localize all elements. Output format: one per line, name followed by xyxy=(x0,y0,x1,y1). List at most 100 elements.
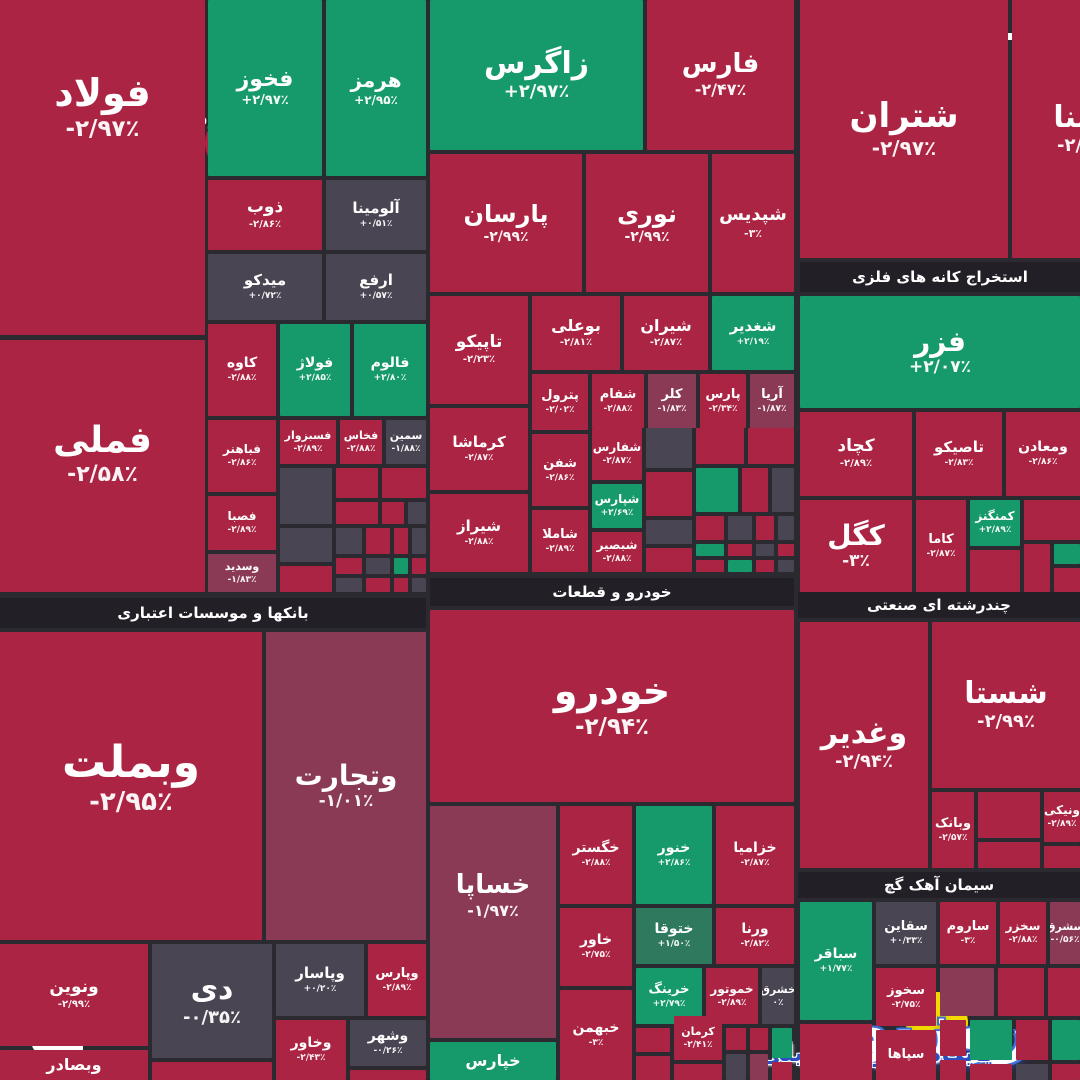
treemap-tile-small[interactable] xyxy=(772,468,794,512)
treemap-tile[interactable]: شستا -۲/۹۹٪ xyxy=(932,622,1080,788)
treemap-tile-small[interactable] xyxy=(366,578,390,592)
treemap-tile[interactable]: شفارس -۲/۸۷٪ xyxy=(592,428,642,480)
treemap-tile-small[interactable] xyxy=(366,558,390,574)
treemap-tile-small[interactable] xyxy=(756,516,774,540)
treemap-tile[interactable]: هرمز +۲/۹۵٪ xyxy=(326,0,426,176)
treemap-tile-small[interactable] xyxy=(336,578,362,592)
treemap-tile[interactable]: شپنا-۲/۹۷٪ xyxy=(1012,0,1080,258)
treemap-tile-small[interactable] xyxy=(1054,568,1080,592)
treemap-tile-small[interactable] xyxy=(728,516,752,540)
treemap-tile[interactable]: شپدیس -۳٪ xyxy=(712,154,794,292)
treemap-tile[interactable]: فالوم +۲/۸۰٪ xyxy=(354,324,426,416)
treemap-tile[interactable]: ورنا -۲/۸۲٪ xyxy=(716,908,794,964)
treemap-tile-small[interactable] xyxy=(350,1070,426,1080)
treemap-tile[interactable]: نوری -۲/۹۹٪ xyxy=(586,154,708,292)
treemap-tile[interactable]: وغدیر -۲/۹۴٪ xyxy=(800,622,928,868)
treemap-tile[interactable]: خاور -۲/۷۵٪ xyxy=(560,908,632,986)
treemap-tile-small[interactable] xyxy=(696,468,738,512)
treemap-tile-small[interactable] xyxy=(696,516,724,540)
treemap-tile-small[interactable] xyxy=(280,468,332,524)
treemap-tile[interactable]: سپاها xyxy=(876,1030,936,1080)
treemap-tile[interactable]: تاپیکو -۲/۲۳٪ xyxy=(430,296,528,404)
treemap-tile[interactable]: وپارس -۲/۸۹٪ xyxy=(368,944,426,1016)
treemap-tile-small[interactable] xyxy=(412,578,426,592)
treemap-tile-small[interactable] xyxy=(1024,500,1080,540)
treemap-tile[interactable]: خپارس xyxy=(430,1042,556,1080)
treemap-tile-small[interactable] xyxy=(646,472,692,516)
treemap-tile-small[interactable] xyxy=(394,528,408,554)
treemap-tile-small[interactable] xyxy=(772,1028,792,1058)
treemap-tile[interactable]: کگل -۳٪ xyxy=(800,500,912,592)
treemap-tile[interactable]: تاصیکو -۲/۸۳٪ xyxy=(916,412,1002,496)
treemap-tile-small[interactable] xyxy=(646,548,692,572)
treemap-tile-small[interactable] xyxy=(336,468,378,498)
treemap-tile[interactable]: ختوقا +۱/۵۰٪ xyxy=(636,908,712,964)
treemap-tile[interactable]: شیراز -۲/۸۸٪ xyxy=(430,494,528,572)
treemap-tile-small[interactable] xyxy=(1054,544,1080,564)
treemap-tile-small[interactable] xyxy=(280,566,332,592)
treemap-tile-small[interactable] xyxy=(728,544,752,556)
treemap-tile[interactable]: ارفع +۰/۵۷٪ xyxy=(326,254,426,320)
treemap-tile-small[interactable] xyxy=(382,468,426,498)
treemap-tile-small[interactable] xyxy=(742,468,768,512)
treemap-tile-small[interactable] xyxy=(412,528,426,554)
treemap-tile[interactable]: ذوب -۲/۸۶٪ xyxy=(208,180,322,250)
treemap-tile[interactable]: وبملت -۲/۹۵٪ xyxy=(0,632,262,940)
treemap-tile[interactable]: زاگرس +۲/۹۷٪ xyxy=(430,0,643,150)
treemap-tile[interactable]: دی -۰/۳۵٪ xyxy=(152,944,272,1058)
treemap-tile[interactable]: خموتور -۲/۸۹٪ xyxy=(706,968,758,1024)
treemap-tile[interactable]: شپارس +۲/۶۹٪ xyxy=(592,484,642,528)
treemap-tile-small[interactable] xyxy=(674,1064,722,1080)
treemap-tile-small[interactable] xyxy=(636,1028,670,1052)
treemap-tile-small[interactable] xyxy=(940,968,994,1016)
treemap-tile-small[interactable] xyxy=(750,1054,768,1080)
treemap-tile[interactable]: پترول -۲/۰۲٪ xyxy=(532,374,588,430)
treemap-tile[interactable]: ومعادن -۲/۸۶٪ xyxy=(1006,412,1080,496)
treemap-tile[interactable]: خشرق ۰٪ xyxy=(762,968,794,1024)
treemap-tile-small[interactable] xyxy=(394,558,408,574)
treemap-tile[interactable]: وتجارت -۱/۰۱٪ xyxy=(266,632,426,940)
treemap-tile-small[interactable] xyxy=(382,502,404,524)
treemap-tile[interactable]: آریا -۱/۸۷٪ xyxy=(750,374,794,428)
treemap-tile[interactable]: خرینگ +۲/۷۹٪ xyxy=(636,968,702,1024)
treemap-tile[interactable]: وسدید -۱/۸۳٪ xyxy=(208,554,276,592)
treemap-tile[interactable]: شفن -۲/۸۶٪ xyxy=(532,434,588,506)
treemap-tile-small[interactable] xyxy=(978,792,1040,838)
treemap-tile-small[interactable] xyxy=(696,544,724,556)
treemap-tile-small[interactable] xyxy=(778,544,794,556)
treemap-tile-small[interactable] xyxy=(1016,1020,1048,1060)
treemap-tile[interactable]: سشرق-۰/۵۶٪ xyxy=(1050,902,1080,964)
treemap-tile[interactable]: ونوین -۲/۹۹٪ xyxy=(0,944,148,1046)
treemap-tile[interactable]: فزر +۲/۰۷٪ xyxy=(800,296,1080,408)
treemap-tile[interactable]: سمین -۱/۸۸٪ xyxy=(386,420,426,464)
treemap-tile[interactable]: خگستر -۲/۸۸٪ xyxy=(560,806,632,904)
treemap-tile-small[interactable] xyxy=(756,544,774,556)
treemap-tile-small[interactable] xyxy=(636,1056,670,1080)
treemap-tile[interactable]: فصبا -۲/۸۹٪ xyxy=(208,496,276,550)
treemap-tile[interactable]: کاوه -۲/۸۸٪ xyxy=(208,324,276,416)
treemap-tile[interactable]: فسبزوار -۲/۸۹٪ xyxy=(280,420,336,464)
treemap-tile[interactable]: بوعلی -۲/۸۱٪ xyxy=(532,296,620,370)
treemap-tile[interactable]: وخاور -۲/۴۳٪ xyxy=(276,1020,346,1080)
treemap-tile[interactable]: خودرو -۲/۹۴٪ xyxy=(430,610,794,802)
treemap-tile[interactable]: کچاد -۲/۸۹٪ xyxy=(800,412,912,496)
treemap-tile[interactable]: ساروم -۳٪ xyxy=(940,902,996,964)
treemap-tile[interactable]: کمنگنز +۲/۸۹٪ xyxy=(970,500,1020,546)
treemap-tile-small[interactable] xyxy=(696,560,724,572)
treemap-tile[interactable]: پارس -۲/۳۴٪ xyxy=(700,374,746,428)
treemap-tile-small[interactable] xyxy=(778,560,794,572)
treemap-tile-small[interactable] xyxy=(756,560,774,572)
treemap-tile-small[interactable] xyxy=(394,578,408,592)
treemap-tile[interactable]: سخزر -۲/۸۸٪ xyxy=(1000,902,1046,964)
treemap-tile[interactable]: فخوز +۲/۹۷٪ xyxy=(208,0,322,176)
treemap-tile[interactable]: کرمان -۲/۴۱٪ xyxy=(674,1016,722,1060)
treemap-tile-small[interactable] xyxy=(1024,544,1050,592)
treemap-tile-small[interactable] xyxy=(152,1062,272,1080)
treemap-tile-small[interactable] xyxy=(750,1028,768,1050)
treemap-tile[interactable]: وبصادر xyxy=(0,1050,148,1080)
treemap-tile-small[interactable] xyxy=(646,520,692,544)
treemap-tile[interactable]: پارسان -۲/۹۹٪ xyxy=(430,154,582,292)
treemap-tile[interactable]: شاملا -۲/۸۹٪ xyxy=(532,510,588,572)
treemap-tile-small[interactable] xyxy=(1016,1064,1048,1080)
treemap-tile-small[interactable] xyxy=(726,1054,746,1080)
